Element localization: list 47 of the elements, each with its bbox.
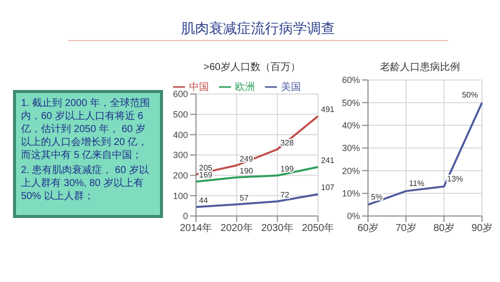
text: 肌肉衰减症流行病学调查 bbox=[180, 20, 336, 38]
line-series bbox=[367, 102, 483, 206]
data-label: 72 bbox=[280, 190, 290, 200]
data-label: 205 bbox=[199, 163, 213, 172]
x-tick-label: 2014年 bbox=[180, 222, 212, 234]
data-label: 44 bbox=[199, 196, 208, 206]
legend-label: 美国 bbox=[281, 82, 301, 93]
y-tick-label: 0 bbox=[182, 211, 188, 222]
y-tick-label: 400 bbox=[172, 130, 188, 140]
y-tick-label: 10% bbox=[342, 188, 360, 199]
data-label: 241 bbox=[321, 156, 335, 165]
chart-title: >60岁人口数（百万） bbox=[202, 60, 302, 74]
legend-label: 欧洲 bbox=[235, 82, 255, 93]
data-label: 199 bbox=[280, 164, 294, 174]
data-label: 107 bbox=[321, 183, 335, 192]
x-tick-label: 70岁 bbox=[395, 222, 417, 234]
data-label: 5% bbox=[371, 192, 383, 202]
y-tick-label: 20% bbox=[342, 166, 360, 176]
text: 1. 截止到 2000 年，全球范围内，60 岁以上人口有将近 6 亿，估计到 2050 年， 60 岁以上的人口会增长到 20 亿，而这其中有 5 亿来自中国； bbox=[21, 97, 151, 162]
x-tick-label: 90岁 bbox=[471, 222, 493, 234]
y-tick-label: 60% bbox=[342, 75, 360, 86]
data-label: 190 bbox=[240, 166, 254, 176]
y-tick-label: 40% bbox=[342, 120, 360, 131]
x-tick-label: 2020年 bbox=[220, 222, 253, 234]
chart-title: 老龄人口患病比例 bbox=[379, 60, 461, 74]
x-tick-label: 2030年 bbox=[261, 222, 294, 234]
y-tick-label: 600 bbox=[172, 89, 188, 100]
text: 2. 患有肌肉衰减症， 60 岁以上人群有 30%, 80 岁以上有 50% 以上人群； bbox=[21, 164, 150, 203]
x-tick-label: 80岁 bbox=[433, 222, 455, 234]
x-tick-label: 2050年 bbox=[302, 222, 334, 234]
data-label: 169 bbox=[199, 170, 213, 180]
legend-label: 中国 bbox=[189, 82, 209, 93]
data-label: 57 bbox=[240, 193, 250, 202]
data-label: 491 bbox=[321, 105, 335, 114]
data-label: 11% bbox=[409, 179, 424, 188]
data-label: 50% bbox=[462, 90, 478, 100]
y-tick-label: 200 bbox=[172, 170, 188, 181]
data-label: 13% bbox=[447, 174, 464, 184]
y-tick-label: 500 bbox=[172, 110, 188, 120]
y-tick-label: 300 bbox=[172, 150, 188, 160]
y-tick-label: 50% bbox=[342, 98, 360, 108]
line-series bbox=[195, 193, 319, 208]
y-tick-label: 30% bbox=[342, 143, 360, 154]
y-tick-label: 0% bbox=[346, 211, 360, 222]
x-tick-label: 60岁 bbox=[357, 222, 379, 234]
y-tick-label: 100 bbox=[172, 190, 188, 201]
line-series bbox=[195, 166, 319, 183]
